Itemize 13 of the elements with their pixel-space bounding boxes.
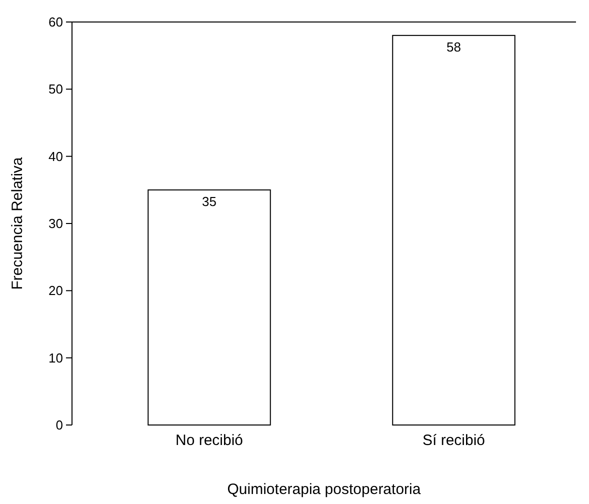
x-axis-title: Quimioterapia postoperatoria: [227, 481, 422, 498]
y-tick-label: 10: [48, 350, 63, 366]
data-label: 35: [202, 194, 216, 209]
x-tick-label: Sí recibió: [422, 432, 486, 449]
y-tick-label: 50: [48, 82, 63, 97]
y-tick-label: 40: [48, 148, 63, 164]
data-label: 58: [446, 39, 461, 54]
y-axis-title: Frecuencia Relativa: [9, 156, 26, 290]
y-tick-label: 60: [48, 14, 63, 30]
y-tick-label: 0: [56, 418, 63, 433]
x-tick-label: No recibió: [175, 432, 244, 449]
y-tick-label: 20: [48, 283, 63, 298]
y-tick-label: 30: [48, 216, 63, 232]
